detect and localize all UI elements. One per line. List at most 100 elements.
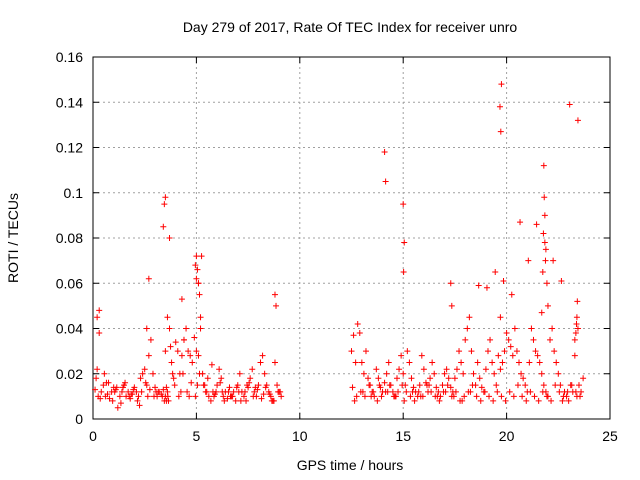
data-point <box>443 366 450 373</box>
data-point <box>365 375 372 382</box>
y-tick-label: 0 <box>75 411 83 427</box>
data-point <box>348 348 355 355</box>
data-point <box>183 325 190 332</box>
data-point <box>491 370 498 377</box>
data-point <box>534 352 541 359</box>
data-point <box>571 336 578 343</box>
data-point <box>571 352 578 359</box>
data-point <box>525 257 532 264</box>
data-point <box>428 388 435 395</box>
data-point <box>373 366 380 373</box>
data-point <box>226 384 233 391</box>
data-point <box>470 370 477 377</box>
data-point <box>153 388 160 395</box>
data-point <box>572 388 579 395</box>
data-point <box>381 149 388 156</box>
data-point <box>133 388 140 395</box>
data-point <box>194 266 201 273</box>
y-tick-label: 0.12 <box>56 140 83 156</box>
data-point <box>366 382 373 389</box>
data-point <box>429 359 436 366</box>
data-point <box>553 359 560 366</box>
data-point <box>574 298 581 305</box>
data-point <box>194 382 201 389</box>
data-point <box>497 314 504 321</box>
data-point <box>103 379 110 386</box>
data-point <box>216 366 223 373</box>
x-tick-label: 5 <box>193 428 201 444</box>
data-point <box>420 366 427 373</box>
data-point <box>205 393 212 400</box>
data-point <box>484 348 491 355</box>
data-point <box>451 375 458 382</box>
data-point <box>232 397 239 404</box>
data-point <box>467 388 474 395</box>
data-point <box>398 352 405 359</box>
data-point <box>250 393 257 400</box>
data-point <box>243 397 250 404</box>
data-point <box>499 359 506 366</box>
data-point <box>435 388 442 395</box>
data-point <box>409 388 416 395</box>
data-point <box>177 388 184 395</box>
data-point <box>416 382 423 389</box>
data-point <box>511 325 518 332</box>
data-point <box>417 393 424 400</box>
data-point <box>237 397 244 404</box>
data-point <box>144 393 151 400</box>
data-point <box>475 282 482 289</box>
data-point <box>575 382 582 389</box>
data-point <box>541 239 548 246</box>
data-point <box>490 397 497 404</box>
data-point <box>516 359 523 366</box>
data-point <box>353 393 360 400</box>
data-point <box>452 388 459 395</box>
data-point <box>542 257 549 264</box>
data-point <box>197 314 204 321</box>
data-point <box>433 384 440 391</box>
data-point <box>573 314 580 321</box>
data-point <box>540 230 547 237</box>
data-point <box>415 388 422 395</box>
data-point <box>539 268 546 275</box>
data-point <box>166 325 173 332</box>
data-point <box>167 343 174 350</box>
data-point <box>113 384 120 391</box>
data-point <box>441 370 448 377</box>
data-point <box>466 314 473 321</box>
y-axis-title: ROTI / TECUs <box>5 193 21 283</box>
data-point <box>375 375 382 382</box>
data-point <box>557 382 564 389</box>
data-point <box>225 388 232 395</box>
data-point <box>474 359 481 366</box>
data-point <box>122 379 129 386</box>
data-point <box>558 277 565 284</box>
data-point <box>406 359 413 366</box>
data-point <box>192 262 199 269</box>
data-point <box>453 366 460 373</box>
data-point <box>574 117 581 124</box>
data-point <box>178 296 185 303</box>
data-point <box>358 359 365 366</box>
data-point <box>241 388 248 395</box>
data-point <box>221 397 228 404</box>
data-point <box>532 348 539 355</box>
data-point <box>538 309 545 316</box>
data-point <box>533 221 540 228</box>
data-point <box>530 336 537 343</box>
data-point <box>236 370 243 377</box>
data-point <box>559 397 566 404</box>
data-point <box>396 366 403 373</box>
data-point <box>407 393 414 400</box>
data-point <box>535 397 542 404</box>
data-point <box>469 382 476 389</box>
data-point <box>185 348 192 355</box>
data-point <box>560 393 567 400</box>
data-point <box>119 384 126 391</box>
data-point <box>542 246 549 253</box>
data-point <box>370 388 377 395</box>
data-point <box>196 370 203 377</box>
data-point <box>193 275 200 282</box>
data-point <box>486 393 493 400</box>
y-tick-label: 0.06 <box>56 275 83 291</box>
